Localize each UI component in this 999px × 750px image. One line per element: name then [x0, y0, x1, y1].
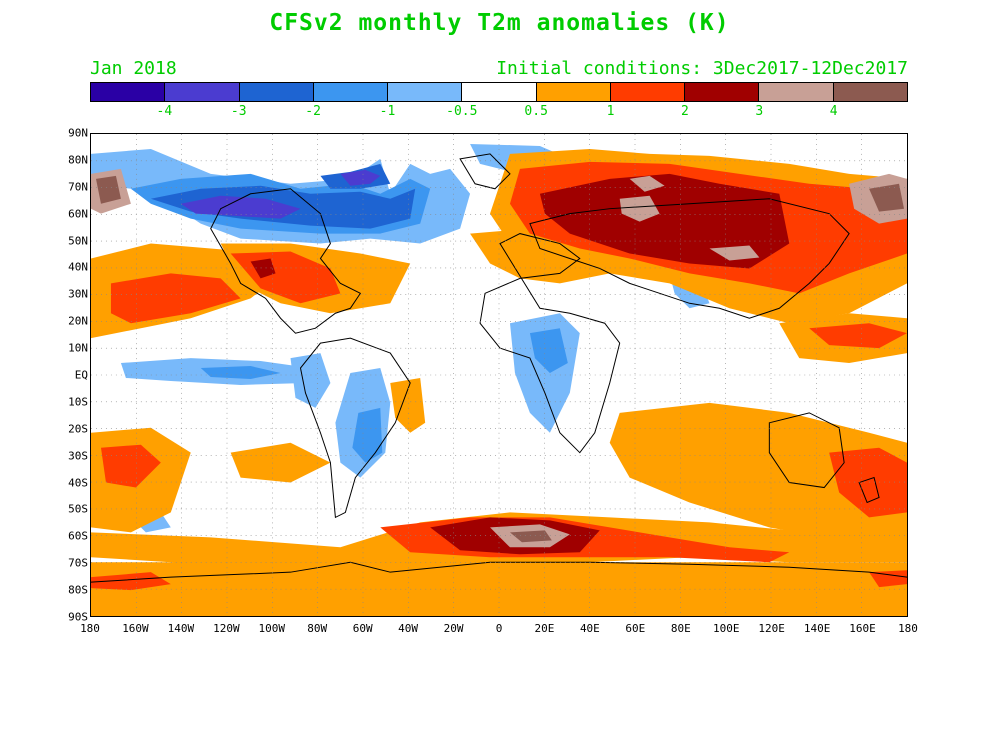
longitude-label: 100W	[258, 622, 286, 635]
colorbar-segment	[759, 83, 834, 101]
longitude-label: 40E	[579, 622, 600, 635]
colorbar-segment	[462, 83, 537, 101]
initial-conditions: Initial conditions: 3Dec2017-12Dec2017	[496, 58, 908, 79]
latitude-label: 50S	[68, 502, 88, 516]
longitude-label: 140E	[803, 622, 831, 635]
longitude-label: 120E	[758, 622, 785, 635]
colorbar	[90, 82, 908, 102]
colorbar-tick-label: 3	[755, 104, 764, 119]
longitude-label: 80W	[307, 622, 328, 635]
colorbar-segment	[91, 83, 166, 101]
colorbar-segment	[388, 83, 463, 101]
latitude-label: 30S	[68, 449, 88, 463]
latitude-label: 50N	[68, 234, 88, 248]
warm-anomaly-regions	[91, 148, 907, 616]
longitude-label: 160E	[849, 622, 876, 635]
latitude-label: 80N	[68, 153, 88, 167]
map-canvas	[91, 134, 907, 616]
latitude-label: 70N	[68, 180, 88, 194]
latitude-label: 10S	[68, 395, 88, 409]
colorbar-tick-label: 4	[829, 104, 838, 119]
longitude-label: 160W	[122, 622, 149, 635]
colorbar-segment	[833, 83, 907, 101]
colorbar-segment	[313, 83, 389, 101]
latitude-label: 20N	[68, 314, 88, 328]
latitude-label: 40N	[68, 260, 88, 274]
chart-title: CFSv2 monthly T2m anomalies (K)	[269, 10, 730, 36]
latitude-label: 20S	[68, 422, 88, 436]
colorbar-tick-label: -3	[230, 104, 247, 119]
latitude-label: 60N	[68, 207, 88, 221]
latitude-label: 80S	[68, 583, 88, 597]
colorbar-segment	[536, 83, 611, 101]
colorbar-segment	[685, 83, 760, 101]
colorbar-tick-label: 1	[606, 104, 615, 119]
anomaly-map	[90, 133, 908, 617]
longitude-label: 40W	[398, 622, 419, 635]
longitude-label: 60W	[352, 622, 373, 635]
colorbar-tick-label: -4	[156, 104, 173, 119]
latitude-label: 70S	[68, 556, 88, 570]
longitude-label: 20E	[534, 622, 555, 635]
latitude-label: EQ	[74, 368, 88, 382]
longitude-label: 120W	[213, 622, 240, 635]
longitude-label: 80E	[670, 622, 691, 635]
longitude-label: 20W	[443, 622, 464, 635]
longitude-label: 140W	[167, 622, 195, 635]
colorbar-tick-label: 0.5	[524, 104, 548, 119]
longitude-label: 60E	[625, 622, 646, 635]
longitude-label: 100E	[712, 622, 740, 635]
latitude-label: 90N	[68, 126, 88, 140]
colorbar-tick-label: -0.5	[446, 104, 478, 119]
longitude-label: 180	[80, 622, 100, 635]
longitude-label: 0	[495, 622, 503, 635]
colorbar-segment	[165, 83, 240, 101]
colorbar-segment	[239, 83, 314, 101]
colorbar-tick-label: -1	[379, 104, 396, 119]
colorbar-segment	[610, 83, 686, 101]
latitude-label: 60S	[68, 529, 88, 543]
latitude-label: 10N	[68, 341, 88, 355]
longitude-label: 180	[898, 622, 918, 635]
forecast-month: Jan 2018	[90, 58, 177, 79]
latitude-label: 90S	[68, 610, 88, 624]
colorbar-tick-label: 2	[680, 104, 689, 119]
latitude-label: 40S	[68, 476, 88, 490]
colorbar-tick-label: -2	[305, 104, 321, 119]
latitude-label: 30N	[68, 287, 88, 301]
map-gridlines	[91, 134, 907, 616]
